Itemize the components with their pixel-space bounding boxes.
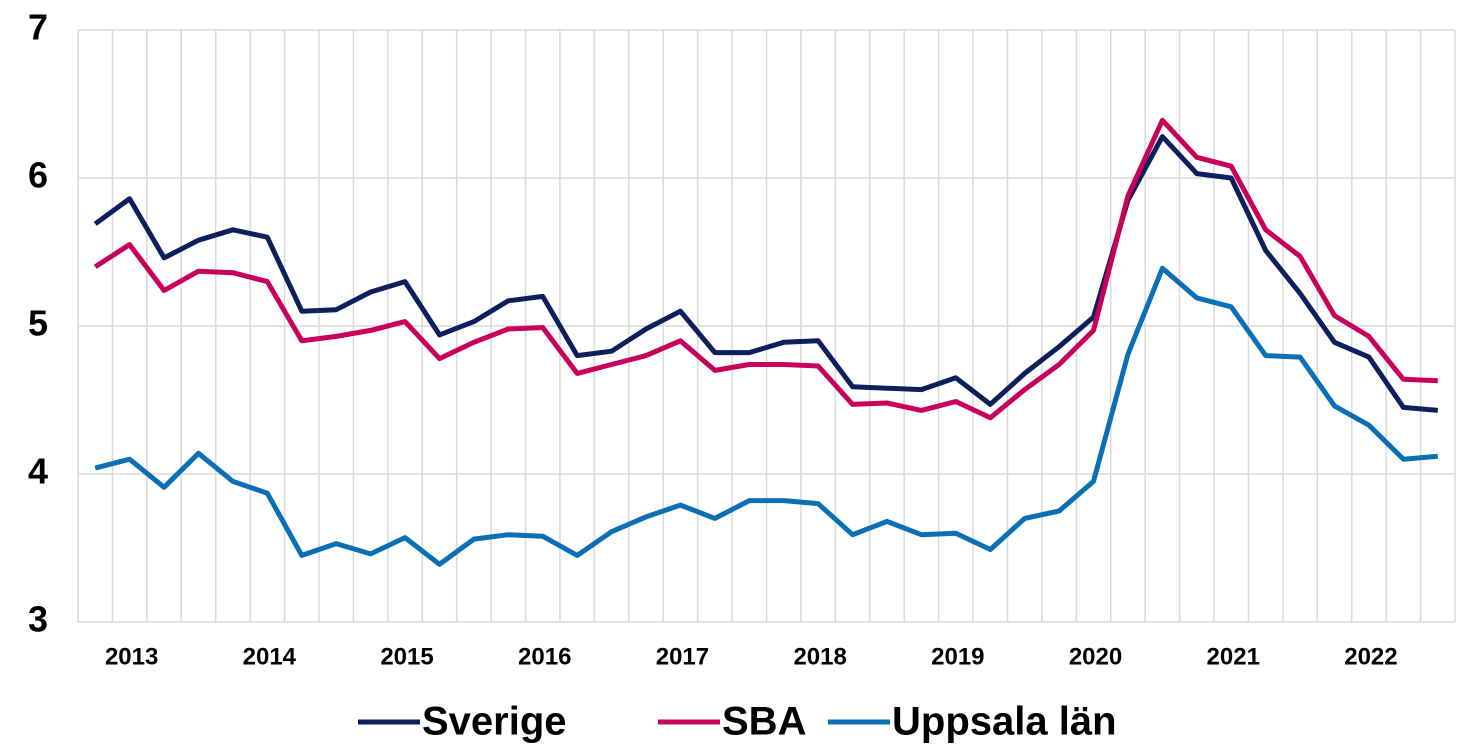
x-tick-label: 2018 — [793, 643, 846, 670]
x-tick-label: 2021 — [1207, 643, 1260, 670]
x-tick-label: 2020 — [1069, 643, 1122, 670]
series-line — [94, 265, 1439, 567]
y-tick-label: 7 — [28, 7, 48, 48]
y-tick-label: 6 — [28, 155, 48, 196]
series-line — [93, 134, 1439, 413]
y-tick-label: 5 — [28, 303, 48, 344]
x-tick-label: 2019 — [931, 643, 984, 670]
series-line — [93, 117, 1438, 421]
legend-label: SBA — [722, 700, 806, 744]
x-tick-label: 2014 — [243, 643, 297, 670]
x-tick-label: 2013 — [105, 643, 158, 670]
y-tick-label: 3 — [28, 599, 48, 640]
legend-label: Sverige — [422, 700, 567, 744]
legend-label: Uppsala län — [892, 700, 1117, 744]
x-tick-label: 2022 — [1344, 643, 1397, 670]
x-tick-label: 2017 — [656, 643, 709, 670]
x-tick-label: 2015 — [380, 643, 433, 670]
y-tick-label: 4 — [28, 451, 48, 492]
x-tick-label: 2016 — [518, 643, 571, 670]
